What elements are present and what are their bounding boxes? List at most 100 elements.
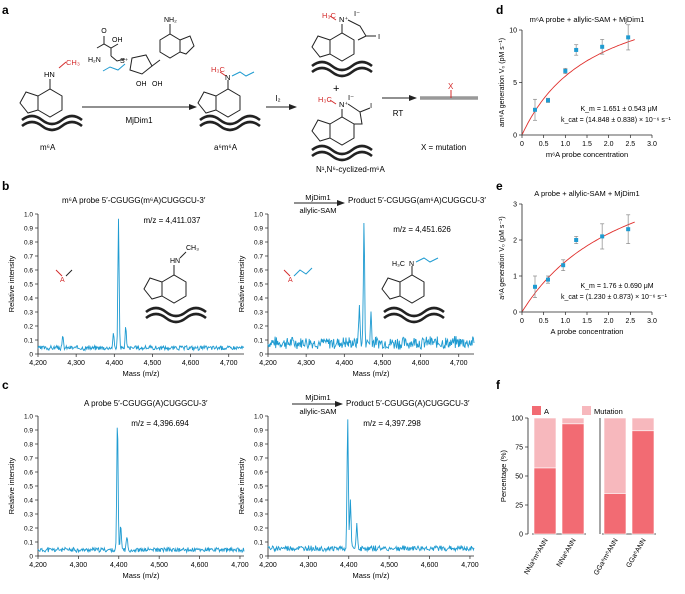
- y-tick-label: 0.6: [254, 470, 263, 477]
- y-tick-label: 1.0: [254, 212, 263, 219]
- y-tick-label: 1.0: [24, 414, 33, 421]
- y-tick-label: 0.3: [254, 310, 263, 317]
- fit-curve: [522, 221, 635, 312]
- y-tick-label: 0.9: [254, 226, 263, 233]
- data-point: [574, 238, 579, 242]
- b-left-a-label: A: [60, 277, 65, 284]
- panel-label-a: a: [2, 3, 9, 17]
- y-tick-label: 0: [259, 554, 263, 561]
- category-label: NNa⁶ANN: [556, 538, 578, 569]
- c-enzyme: MjDim1: [305, 393, 330, 402]
- data-point: [533, 107, 537, 112]
- x-tick-label: 4,500: [374, 360, 392, 367]
- stacked-bar-segment: [603, 493, 627, 535]
- y-tick-label: 0.2: [24, 526, 33, 533]
- m6a-label: m⁶A: [40, 143, 56, 152]
- y-tick-label: 0: [519, 532, 523, 539]
- x-tick-label: 4,300: [297, 360, 315, 367]
- y-tick-label: 0.2: [254, 324, 263, 331]
- data-point: [626, 227, 631, 232]
- y-tick-label: 0.4: [24, 498, 33, 505]
- y-tick-label: 0.6: [24, 470, 33, 477]
- rna-backbone-icon: [21, 114, 83, 132]
- rna-backbone-icon: [311, 144, 373, 162]
- sam-oh-label-3: OH: [152, 81, 163, 88]
- y-tick-label: 0.6: [24, 268, 33, 275]
- category-label: GGa⁶m⁶ANN: [593, 538, 620, 577]
- y-tick-label: 1.0: [24, 212, 33, 219]
- iodide-label: I⁻: [354, 9, 360, 18]
- sam-o-label: O: [101, 28, 107, 35]
- cyclized-product-bottom: [311, 99, 371, 146]
- y-tick-label: 100: [511, 416, 523, 423]
- plus-sign: +: [333, 83, 339, 95]
- c-cofactor: allylic-SAM: [299, 407, 336, 416]
- x-axis-label: Mass (m/z): [352, 571, 390, 580]
- data-point: [574, 47, 579, 52]
- allylic-sam-structure: [96, 24, 195, 75]
- x-tick-label: 4,600: [421, 562, 439, 569]
- category-label: NNa⁶m⁶ANN: [523, 538, 549, 576]
- y-axis-label: a⁶A generation V₀ (pM s⁻¹): [499, 216, 506, 299]
- cyclized-methyl-label-2: H₃C: [318, 95, 332, 104]
- cyclized-methyl-label: H₃C: [322, 11, 336, 20]
- cyclized-label: N¹,N⁶-cyclized-m⁶A: [316, 165, 385, 174]
- y-tick-label: 0.1: [24, 540, 33, 547]
- x-tick-label: 4,200: [29, 360, 47, 367]
- x-tick-label: 4,600: [182, 360, 200, 367]
- legend-swatch: [582, 406, 591, 415]
- kcat-annotation: k_cat = (14.848 ± 0.838) × 10⁻⁶ s⁻¹: [561, 117, 672, 124]
- chart-title: m⁶A probe + allylic-SAM + MjDim1: [530, 15, 645, 24]
- x-tick-label: 4,700: [450, 360, 468, 367]
- methyl-label: CH₃: [66, 58, 80, 67]
- y-tick-label: 0.5: [254, 484, 263, 491]
- sam-s-label: S⁺: [120, 58, 129, 65]
- b-left-inset-structure: [143, 251, 207, 324]
- y-tick-label: 0.3: [24, 512, 33, 519]
- y-tick-label: 0.5: [24, 484, 33, 491]
- y-tick-label: 0.7: [254, 456, 263, 463]
- y-tick-label: 3: [513, 202, 517, 209]
- y-tick-label: 0.3: [254, 512, 263, 519]
- km-annotation: K_m = 1.651 ± 0.543 μM: [581, 106, 658, 113]
- x-tick-label: 4,300: [70, 562, 88, 569]
- panel-label-f: f: [496, 378, 501, 392]
- legend-label: Mutation: [594, 407, 623, 416]
- y-tick-label: 0.9: [24, 428, 33, 435]
- b-left-inset-hn: HN: [170, 258, 180, 265]
- stacked-bar-segment: [631, 430, 655, 535]
- x-tick-label: 4,700: [220, 360, 238, 367]
- data-point: [600, 234, 605, 239]
- x-tick-label: 2.0: [604, 318, 614, 325]
- y-tick-label: 0.1: [24, 338, 33, 345]
- sam-oh-label: OH: [112, 37, 123, 44]
- stacked-bar-segment: [561, 417, 585, 425]
- data-point: [600, 44, 605, 49]
- a6m6a-label: a⁶m⁶A: [214, 143, 238, 152]
- iodine-reagent-label: I₂: [275, 94, 280, 103]
- stacked-bar-segment: [533, 417, 557, 469]
- x-tick-label: 4,200: [259, 562, 277, 569]
- x-tick-label: 4,700: [461, 562, 479, 569]
- y-tick-label: 10: [509, 28, 517, 35]
- y-tick-label: 0.9: [24, 226, 33, 233]
- spectrum-line: [37, 218, 245, 352]
- b-left-a-marker: A: [55, 269, 73, 284]
- y-tick-label: 0.5: [24, 282, 33, 289]
- x-axis-label: Mass (m/z): [122, 571, 160, 580]
- y-tick-label: 0.7: [254, 254, 263, 261]
- x-tick-label: 4,200: [29, 562, 47, 569]
- y-tick-label: 0.8: [24, 442, 33, 449]
- c-left-sequence: A probe 5′-CGUGG(A)CUGGCU-3′: [84, 399, 208, 408]
- c-right-mz: m/z = 4,397.298: [363, 419, 421, 428]
- x-tick-label: 3.0: [647, 318, 657, 325]
- legend-label: A: [544, 407, 549, 416]
- stacked-bar-segment: [533, 467, 557, 535]
- enzyme-label: MjDim1: [125, 116, 153, 125]
- spectrum-line: [267, 222, 475, 350]
- charts-layer: 0 0.1 0.2 0.3 0.4 0.5 0.6 0.7 0.8 0.9 1.0 4,200 4,30…: [7, 15, 672, 580]
- y-axis-label: Relative intensity: [237, 255, 246, 312]
- y-tick-label: 1.0: [254, 414, 263, 421]
- sam-oh-label-2: OH: [136, 81, 147, 88]
